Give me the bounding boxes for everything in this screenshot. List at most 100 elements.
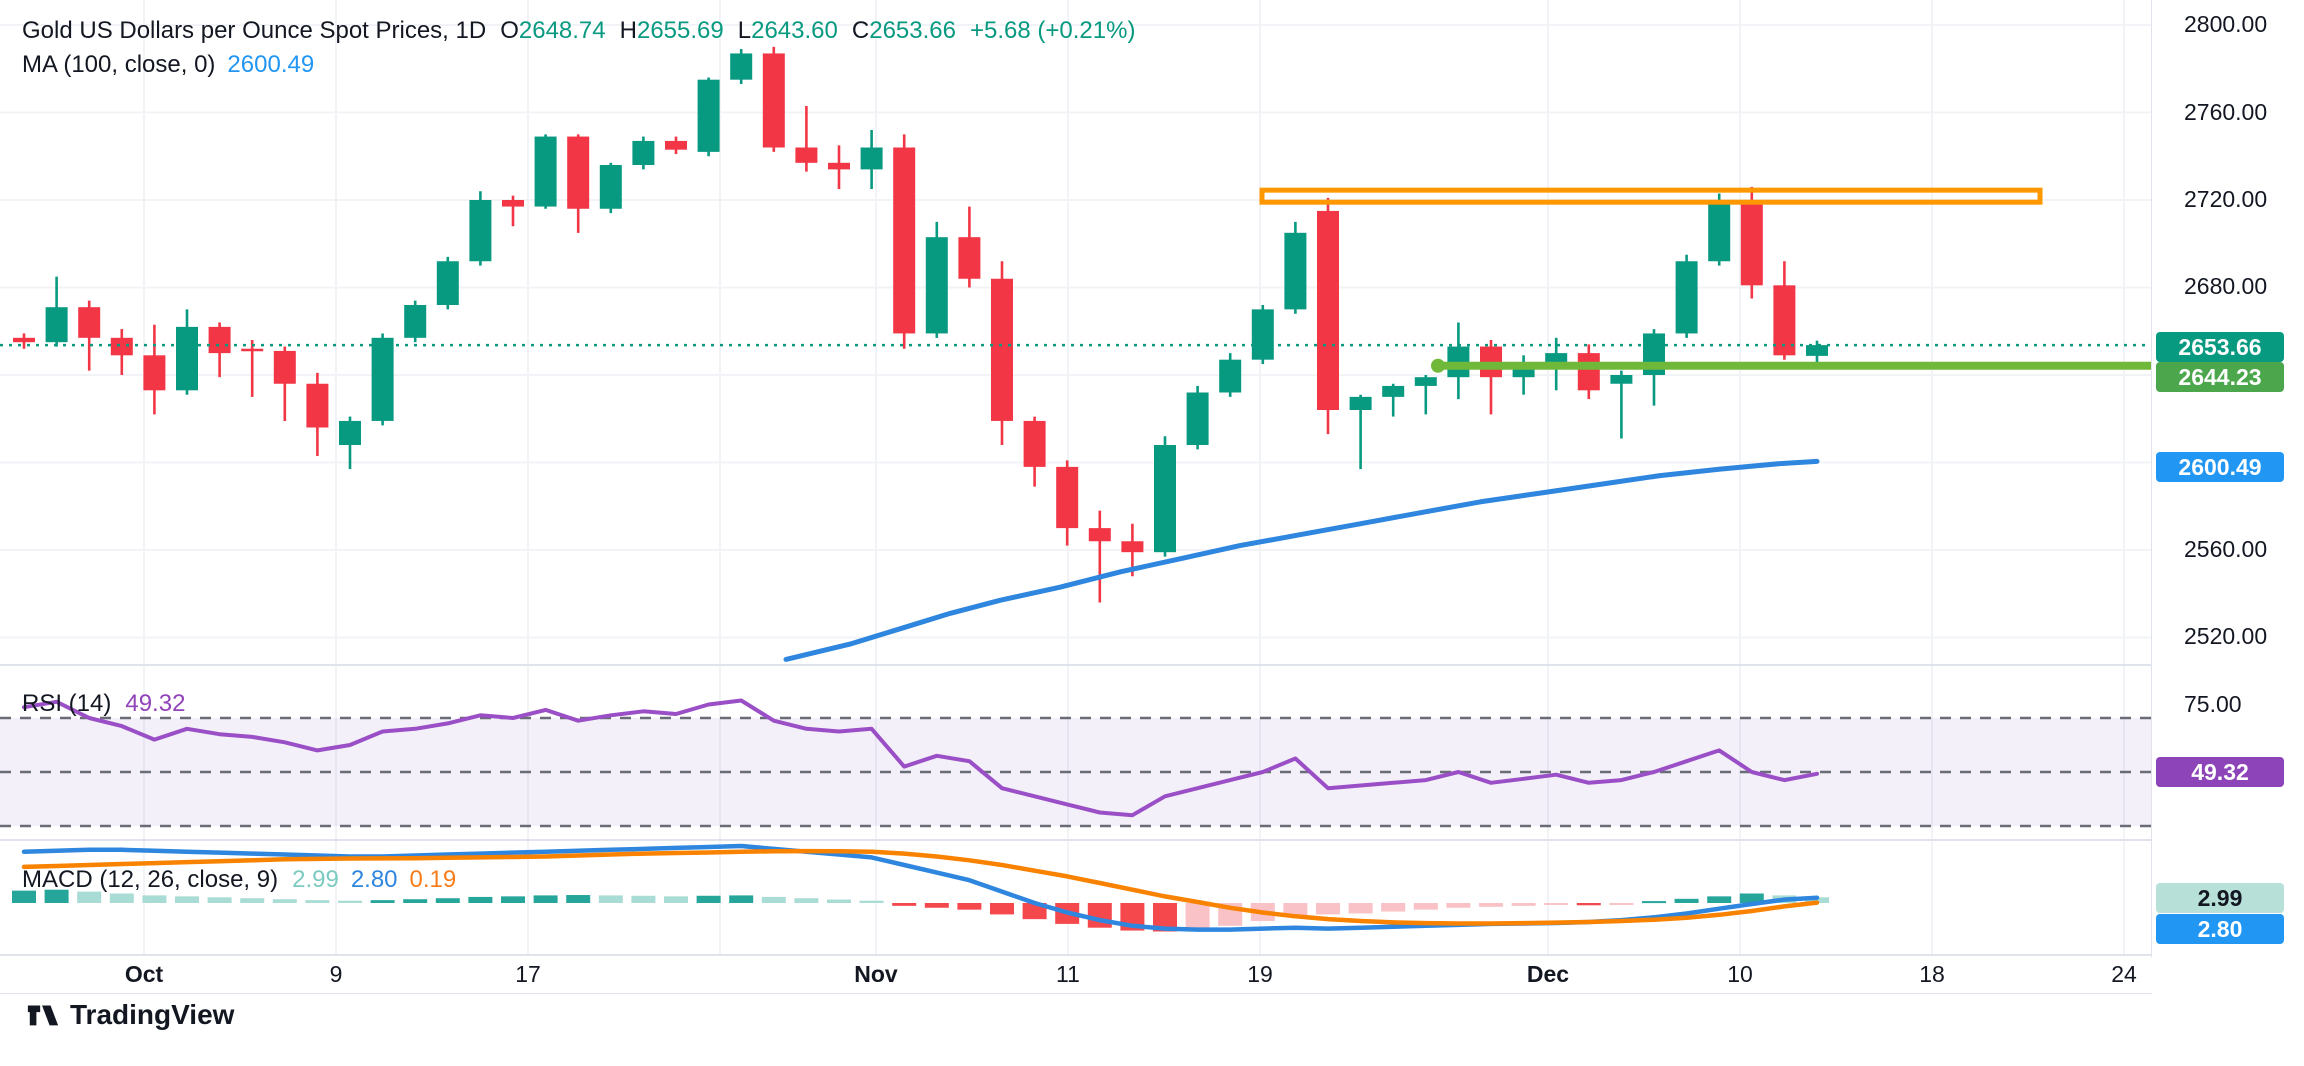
macd-hist-bar <box>533 895 558 903</box>
candle-body-down <box>958 237 981 279</box>
close-value: 2653.66 <box>869 17 956 44</box>
macd-hist-bar <box>794 898 819 903</box>
macd-hist-bar <box>44 889 69 903</box>
candle-body-down <box>78 307 101 338</box>
candle-body-up <box>1414 377 1437 386</box>
macd-hist-bar <box>1479 903 1503 907</box>
axis-price-label: 2760.00 <box>2184 99 2268 125</box>
time-tick-label: 24 <box>2111 961 2137 987</box>
ma100-line[interactable] <box>783 458 1820 662</box>
macd-hist-bar <box>12 890 36 903</box>
time-tick-label: 11 <box>1056 961 1080 987</box>
macd-hist-bar <box>240 898 265 903</box>
macd-hist-bar <box>892 903 917 906</box>
macd-hist-bar <box>370 900 395 903</box>
rsi-value-badge: 49.32 <box>2156 757 2284 787</box>
candle-body-up <box>1708 202 1731 262</box>
candle-body-up <box>1186 392 1209 445</box>
candle-body-down <box>567 136 590 209</box>
axis-price-label: 2560.00 <box>2184 536 2268 562</box>
price-axis[interactable]: 2800.00 2760.00 2720.00 2680.00 2560.00 2520.… <box>2152 0 2304 995</box>
candle-body-up <box>1284 232 1307 310</box>
candle-body-down <box>110 337 133 356</box>
open-label: O <box>500 17 519 44</box>
candle-body-down <box>1023 420 1046 467</box>
rsi-value: 49.32 <box>125 690 186 717</box>
macd-hist-bar <box>1609 903 1634 905</box>
macd-hist-bar <box>1185 903 1210 930</box>
time-tick-label: Nov <box>854 961 898 987</box>
candle-body-down <box>241 348 264 352</box>
macd-hist-bar <box>729 895 754 903</box>
candle-body-down <box>1577 353 1600 391</box>
candle-body-up <box>1219 359 1242 393</box>
time-tick-label: 10 <box>1727 961 1753 987</box>
macd-hist-bar <box>1283 903 1308 917</box>
candle-body-down <box>143 355 166 391</box>
macd-hist-bar <box>109 893 134 903</box>
macd-hist-bar <box>761 896 786 903</box>
candle-body-up <box>1349 396 1372 410</box>
macd-signal-line[interactable] <box>21 848 1820 926</box>
high-label: H <box>619 17 637 44</box>
macd-hist-bar <box>1707 896 1732 903</box>
rsi-line[interactable] <box>22 698 1819 818</box>
macd-hist-bar <box>1087 903 1112 928</box>
close-label: C <box>851 17 870 44</box>
symbol-legend[interactable]: Gold US Dollars per Ounce Spot Prices, 1… <box>22 14 1135 82</box>
candle-body-up <box>632 140 655 165</box>
macd-hist-bar <box>77 891 102 903</box>
macd-hist-bar <box>566 895 591 903</box>
candle-body-up <box>1382 385 1405 397</box>
time-axis[interactable]: Oct 9 17 Nov 11 19 Dec 10 18 24 <box>0 957 2152 993</box>
macd-hist-bar <box>1642 901 1666 904</box>
macd-hist-bar <box>142 895 167 903</box>
macd-hist-bar <box>501 896 525 903</box>
candle-body-down <box>306 383 329 428</box>
candle-body-up <box>1675 261 1698 334</box>
candle-body-up <box>371 337 394 421</box>
low-value: 2643.60 <box>751 17 838 44</box>
time-tick-label: 9 <box>329 961 343 987</box>
macd-hist-bar <box>1348 903 1373 914</box>
macd-hist-bar <box>924 903 949 908</box>
candle-body-up <box>176 326 198 391</box>
macd-legend[interactable]: MACD (12, 26, close, 9) 2.99 2.80 0.19 <box>22 866 456 894</box>
candle-body-down <box>1056 466 1079 529</box>
horizontal-line-handle[interactable] <box>1431 358 1445 373</box>
macd-hist-bar <box>696 895 721 903</box>
high-value: 2655.69 <box>636 17 724 44</box>
candle-body-down <box>665 140 687 150</box>
candle-body-down <box>273 350 296 384</box>
candle-body-up <box>697 79 720 152</box>
candle-body-up <box>1512 366 1535 378</box>
macd-hist-bar <box>990 903 1014 915</box>
macd-hist-bar <box>859 900 884 903</box>
macd-hist-bar <box>827 899 851 903</box>
time-tick-label: 18 <box>1919 961 1945 987</box>
macd-hist-bar <box>1576 903 1601 906</box>
macd-hist-bar <box>957 903 982 910</box>
resistance-rectangle[interactable] <box>1259 187 2043 205</box>
macd-hist-bar <box>1446 903 1471 908</box>
ma-legend-row[interactable]: MA (100, close, 0) 2600.49 <box>22 48 1135 82</box>
macd-line-badge: 2.80 <box>2156 914 2284 944</box>
rsi-legend[interactable]: RSI (14) 49.32 <box>22 690 185 718</box>
macd-hist-bar <box>305 900 330 903</box>
macd-hist-bar <box>598 895 623 903</box>
candle-body-down <box>1773 285 1796 356</box>
low-label: L <box>737 17 752 44</box>
time-tick-label: 17 <box>515 961 541 987</box>
tradingview-logo[interactable]: TradingView <box>26 998 234 1032</box>
candle-body-up <box>469 200 492 262</box>
macd-line-value: 2.80 <box>350 866 398 893</box>
ma-label: MA (100, close, 0) <box>22 51 216 78</box>
macd-hist-bar <box>403 899 428 903</box>
macd-hist-bar <box>468 896 493 903</box>
candle-body-down <box>13 337 35 343</box>
axis-price-label: 2680.00 <box>2184 273 2268 299</box>
candle-body-up <box>925 237 948 334</box>
candle-body-up <box>404 305 427 338</box>
macd-hist-bar <box>175 896 199 903</box>
